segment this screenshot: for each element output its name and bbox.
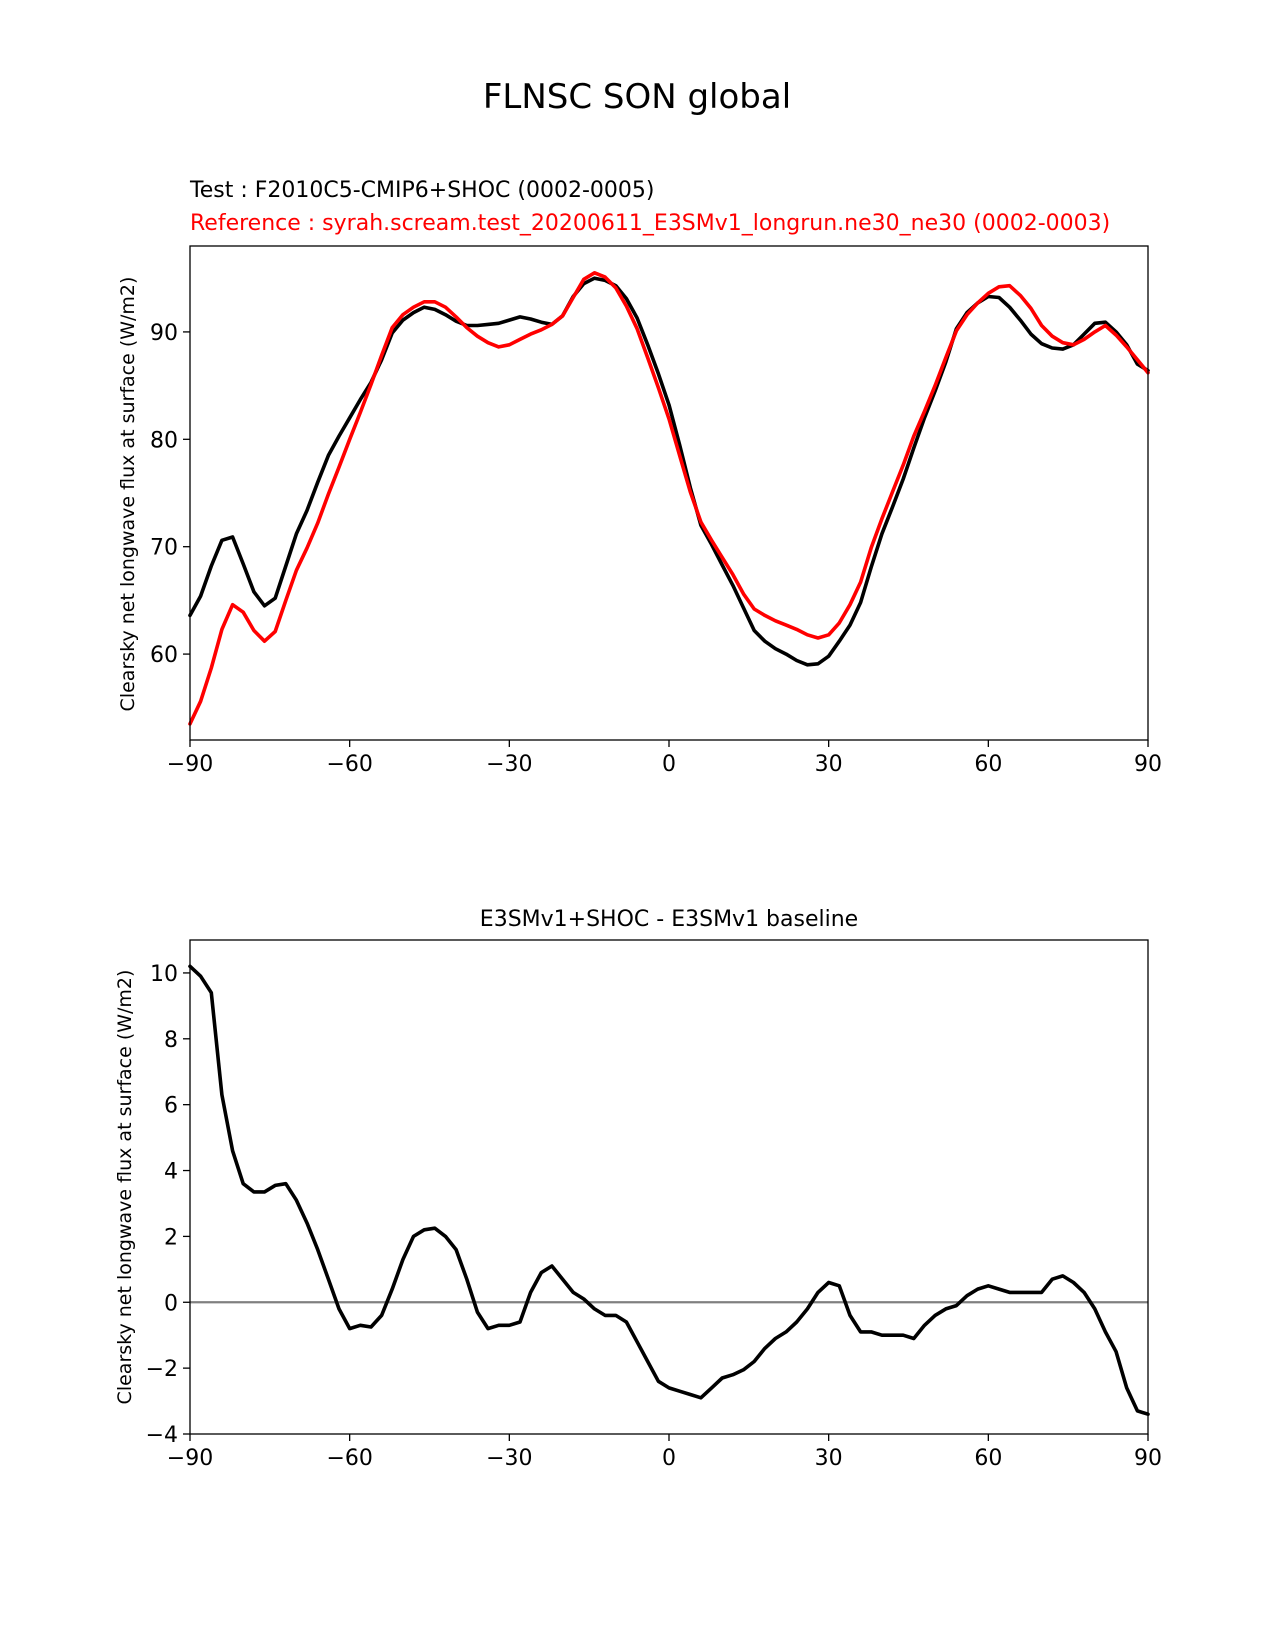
chart-difference: E3SMv1+SHOC - E3SMv1 baseline Clearsky n… — [114, 907, 1162, 1471]
x-tick-label: −30 — [486, 1446, 532, 1471]
x-tick-label: 0 — [662, 1446, 676, 1471]
x-tick-label: −60 — [326, 1446, 372, 1471]
x-tick-label: −90 — [167, 752, 213, 777]
y-tick-label: 60 — [150, 643, 178, 668]
x-tick-label: −90 — [167, 1446, 213, 1471]
y-tick-label: 6 — [164, 1094, 178, 1119]
y-tick-label: 80 — [150, 428, 178, 453]
x-tick-label: 0 — [662, 752, 676, 777]
series-line-reference — [188, 270, 1150, 726]
x-tick-label: 60 — [974, 1446, 1002, 1471]
figure-title: FLNSC SON global — [483, 77, 791, 117]
y-tick-label: −2 — [146, 1357, 178, 1382]
chart-test-title: Test : F2010C5-CMIP6+SHOC (0002-0005) — [189, 178, 654, 203]
chart-reference-title: Reference : syrah.scream.test_20200611_E… — [190, 211, 1110, 236]
axes-frame — [189, 939, 1149, 1435]
series-line-difference — [188, 964, 1150, 1416]
x-tick-label: 90 — [1134, 1446, 1162, 1471]
x-tick-label: 60 — [974, 752, 1002, 777]
x-tick-label: −30 — [486, 752, 532, 777]
x-tick-label: 30 — [815, 752, 843, 777]
y-tick-label: −4 — [146, 1423, 178, 1448]
x-tick-label: −60 — [326, 752, 372, 777]
y-axis-label: Clearsky net longwave flux at surface (W… — [114, 970, 136, 1405]
y-tick-label: 90 — [150, 321, 178, 346]
y-tick-label: 4 — [164, 1160, 178, 1185]
axes-frame — [189, 245, 1149, 741]
x-tick-label: 90 — [1134, 752, 1162, 777]
y-tick-label: 70 — [150, 536, 178, 561]
chart-title: E3SMv1+SHOC - E3SMv1 baseline — [480, 907, 858, 932]
y-tick-label: 10 — [150, 962, 178, 987]
series-line-test — [188, 276, 1150, 667]
y-tick-label: 0 — [164, 1291, 178, 1316]
y-axis-label: Clearsky net longwave flux at surface (W… — [117, 277, 139, 712]
x-tick-label: 30 — [815, 1446, 843, 1471]
chart-latitude-profile: Test : F2010C5-CMIP6+SHOC (0002-0005) Re… — [117, 178, 1162, 777]
y-tick-label: 8 — [164, 1028, 178, 1053]
y-tick-label: 2 — [164, 1225, 178, 1250]
